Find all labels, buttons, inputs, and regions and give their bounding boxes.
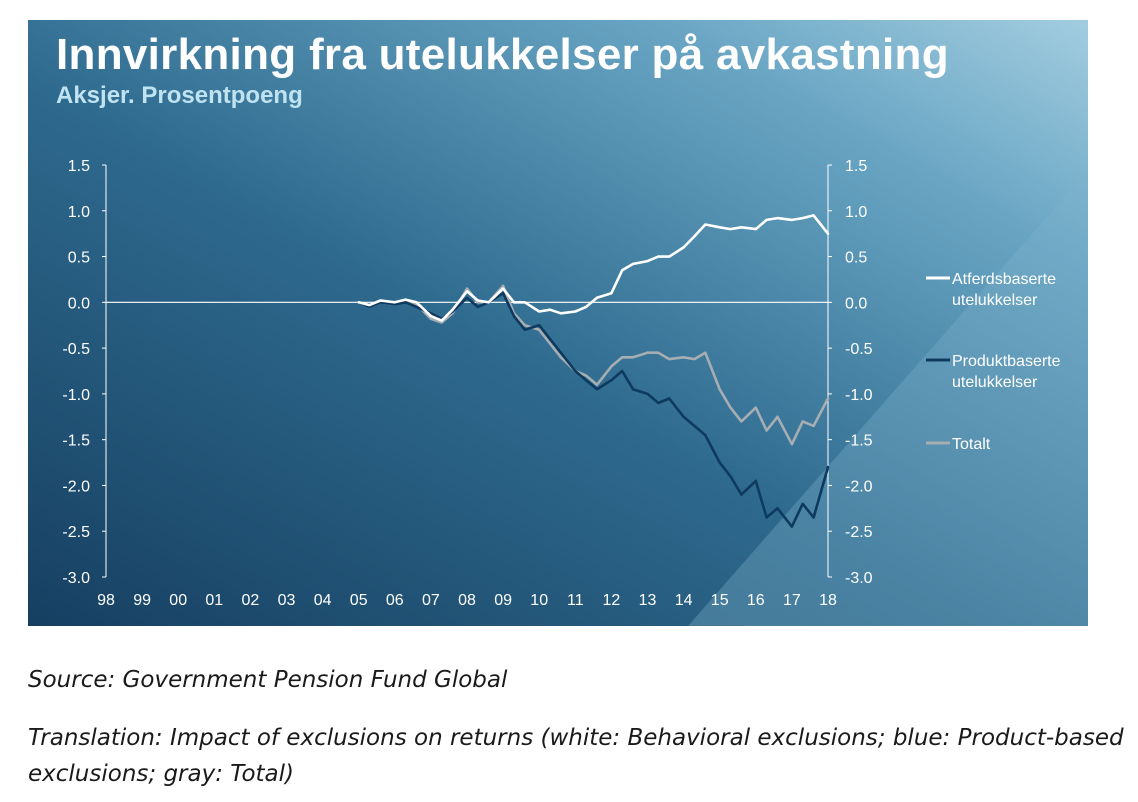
x-tick-label: 06 <box>386 592 404 609</box>
y-tick-label-right: 0.5 <box>845 250 867 267</box>
x-tick-label: 17 <box>783 592 801 609</box>
chart-panel: 1.5 1.5 1.0 1.0 0.5 0.5 0.0 0.0 -0.5 -0.5 -1.0 -1.0… <box>28 20 1088 626</box>
y-tick-label-left: -1.5 <box>62 433 90 450</box>
chart-svg: 1.5 1.5 1.0 1.0 0.5 0.5 0.0 0.0 -0.5 -0.5 -1.0 -1.0… <box>28 20 1088 626</box>
x-tick-label: 99 <box>133 592 151 609</box>
x-tick-label: 08 <box>458 592 476 609</box>
legend-label: Totalt <box>952 436 991 453</box>
x-tick-label: 11 <box>567 592 584 609</box>
y-tick-label-right: -2.5 <box>845 524 873 541</box>
translation-note: Translation: Impact of exclusions on ret… <box>28 725 1124 787</box>
y-tick-label-left: -0.5 <box>62 341 90 358</box>
y-tick-label-right: -3.0 <box>845 570 873 587</box>
x-tick-label: 98 <box>97 592 115 609</box>
y-tick-label-right: -0.5 <box>845 341 873 358</box>
x-tick-label: 13 <box>639 592 657 609</box>
y-tick-label-right: -1.0 <box>845 387 873 404</box>
x-tick-label: 12 <box>603 592 621 609</box>
legend-label: Produktbaserte <box>952 353 1061 370</box>
y-tick-label-right: 0.0 <box>845 295 867 312</box>
y-tick-label-right: -2.0 <box>845 478 873 495</box>
y-tick-label-left: 1.0 <box>68 204 90 221</box>
source-note: Source: Government Pension Fund Global <box>28 667 508 693</box>
y-tick-label-right: 1.5 <box>845 158 867 175</box>
y-tick-label-left: -3.0 <box>62 570 90 587</box>
x-tick-label: 10 <box>530 592 548 609</box>
series-line <box>357 214 830 322</box>
y-tick-label-left: -2.5 <box>62 524 90 541</box>
x-tick-label: 16 <box>747 592 765 609</box>
y-tick-label-left: 1.5 <box>68 158 90 175</box>
panel-background <box>28 20 1088 626</box>
y-tick-label-left: -2.0 <box>62 478 90 495</box>
legend-label: utelukkelser <box>952 292 1038 309</box>
panel-light-sweep <box>688 170 1088 626</box>
series-line <box>357 284 830 446</box>
y-tick-label-right: 1.0 <box>845 204 867 221</box>
x-tick-label: 18 <box>819 592 837 609</box>
y-tick-label-left: 0.0 <box>68 295 90 312</box>
series-line <box>357 291 830 528</box>
x-tick-label: 03 <box>278 592 296 609</box>
legend-label: Atferdsbaserte <box>952 271 1056 288</box>
y-tick-label-left: 0.5 <box>68 250 90 267</box>
x-tick-label: 05 <box>350 592 368 609</box>
x-tick-label: 00 <box>169 592 187 609</box>
x-tick-label: 07 <box>422 592 440 609</box>
x-tick-label: 14 <box>675 592 693 609</box>
x-tick-label: 09 <box>494 592 512 609</box>
x-tick-label: 01 <box>205 592 223 609</box>
chart-subtitle: Aksjer. Prosentpoeng <box>56 82 303 109</box>
y-tick-label-left: -1.0 <box>62 387 90 404</box>
legend-label: utelukkelser <box>952 374 1038 391</box>
chart-title: Innvirkning fra utelukkelser på avkastni… <box>56 30 949 79</box>
x-tick-label: 02 <box>242 592 260 609</box>
y-tick-label-right: -1.5 <box>845 433 873 450</box>
x-tick-label: 04 <box>314 592 332 609</box>
x-tick-label: 15 <box>711 592 729 609</box>
